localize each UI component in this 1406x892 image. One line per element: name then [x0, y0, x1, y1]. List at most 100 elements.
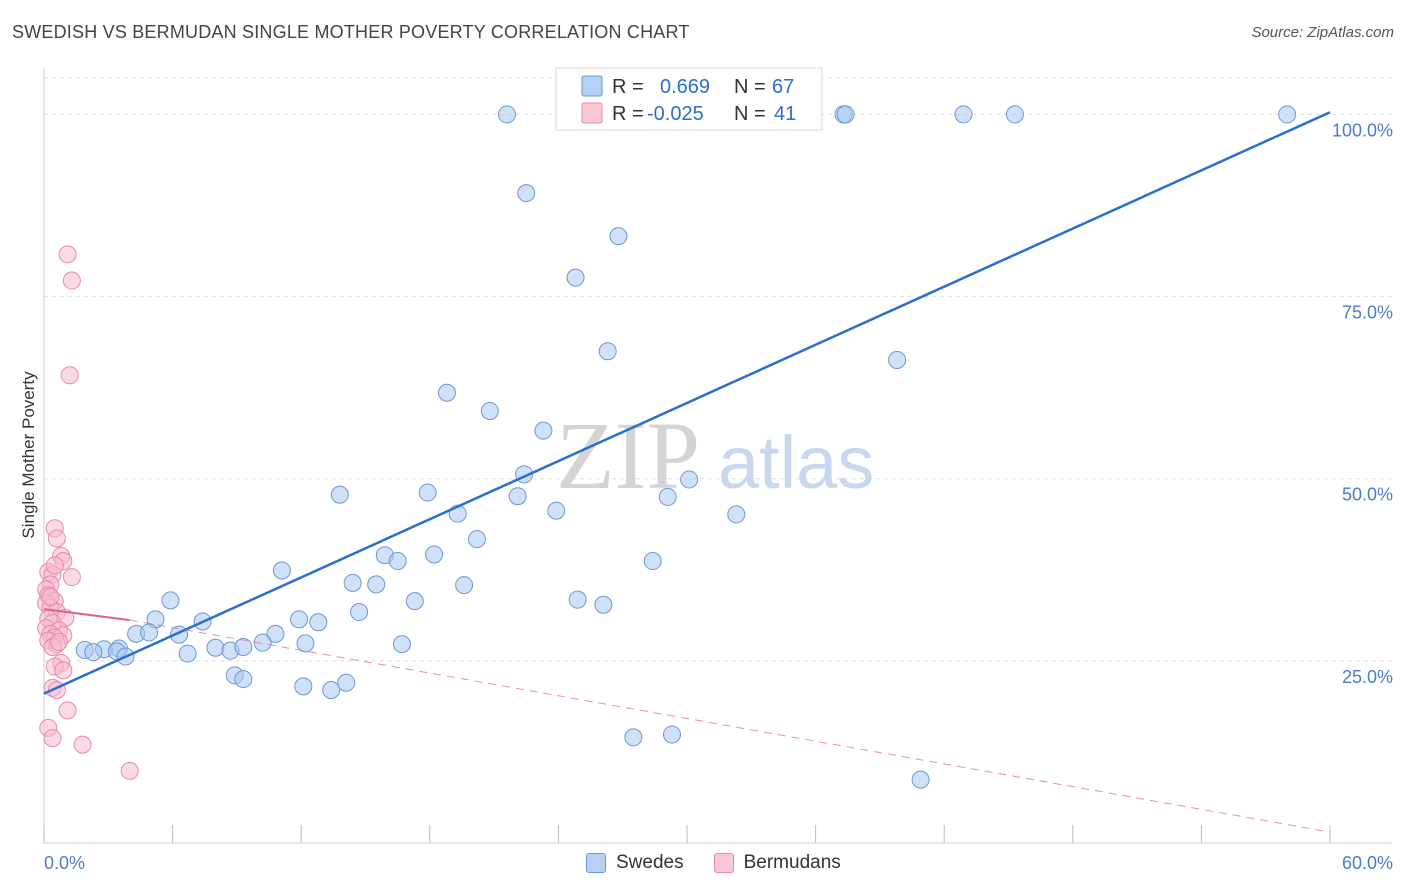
y-tick-label: 25.0% — [1342, 667, 1393, 687]
chart-title: SWEDISH VS BERMUDAN SINGLE MOTHER POVERT… — [12, 22, 690, 42]
swedes-point — [330, 485, 349, 504]
y-tick-label: 100.0% — [1332, 120, 1393, 140]
legend-item-bermudans: Bermudans — [713, 852, 841, 874]
bermudans-point — [43, 729, 62, 748]
bermudans-swatch — [713, 853, 734, 873]
bermudans-trend-line — [43, 608, 130, 622]
swedes-point — [954, 105, 973, 124]
stats-legend: R = 0.669 N = 67 R = -0.025 N = 41 — [555, 67, 823, 131]
swedes-point — [418, 483, 437, 502]
swedes-point — [234, 670, 253, 689]
bermudans-r-value: -0.025 — [647, 103, 704, 125]
swedes-point — [140, 623, 159, 642]
y-tick-label: 50.0% — [1342, 485, 1393, 505]
swedes-legend-swatch — [581, 75, 603, 97]
swedes-point — [350, 603, 369, 622]
swedes-point — [367, 575, 386, 594]
swedes-point — [534, 421, 553, 440]
swedes-point — [266, 624, 285, 643]
bermudans-point — [73, 735, 92, 754]
bermudans-point — [60, 366, 79, 385]
swedes-point — [206, 638, 225, 657]
swedes-point — [568, 590, 587, 609]
trend-lines — [43, 111, 1331, 833]
bermudans-point — [41, 587, 60, 606]
swedes-point — [643, 552, 662, 571]
y-tick-label: 75.0% — [1342, 303, 1393, 323]
swedes-point — [566, 268, 585, 287]
bermudans-point — [45, 556, 64, 575]
bermudans-point — [47, 529, 66, 548]
legend-item-swedes: Swedes — [586, 852, 684, 874]
y-axis-title: Single Mother Poverty — [19, 371, 38, 539]
swedes-point — [343, 573, 362, 592]
swedes-point — [161, 591, 180, 610]
watermark-zip: ZIP — [556, 402, 700, 509]
swedes-point — [455, 576, 474, 595]
swedes-point — [594, 595, 613, 614]
bermudans-point — [50, 632, 69, 651]
swedes-point — [658, 487, 677, 506]
swedes-point — [296, 634, 315, 653]
swedes-point — [405, 592, 424, 611]
bermudans-point — [58, 245, 77, 264]
bermudans-n-value: 41 — [774, 103, 796, 125]
swedes-point — [727, 505, 746, 524]
swedes-point — [253, 633, 272, 652]
swedes-point — [547, 501, 566, 520]
swedes-point — [425, 545, 444, 564]
bermudans-n-label: N = — [734, 103, 766, 125]
watermark-atlas: atlas — [718, 421, 874, 504]
swedes-point — [508, 487, 527, 506]
swedes-trend-line — [43, 111, 1331, 695]
swedes-point — [337, 673, 356, 692]
swedes-point — [467, 530, 486, 549]
swedes-point — [322, 681, 341, 699]
watermark: ZIP atlas — [556, 402, 874, 509]
swedes-point — [836, 105, 855, 124]
swedes-n-label: N = — [734, 76, 766, 98]
swedes-point — [272, 561, 291, 580]
tick-labels: 25.0% 50.0% 75.0% 100.0% 0.0% 60.0% — [44, 120, 1393, 873]
bermudans-point — [62, 568, 81, 587]
x-tick-label-min: 0.0% — [44, 853, 85, 873]
swedes-point — [178, 644, 197, 663]
swedes-point — [437, 383, 456, 402]
swedes-point — [497, 105, 516, 124]
x-tick-label-max: 60.0% — [1342, 853, 1393, 873]
swedes-point — [888, 350, 907, 369]
swedes-point — [1278, 105, 1297, 124]
grid-lines — [44, 77, 1392, 662]
swedes-point — [609, 227, 628, 246]
bermudans-trend-line-extrapolated — [129, 619, 1331, 833]
swedes-n-value: 67 — [772, 76, 794, 98]
data-points — [37, 105, 1297, 789]
legend-label-swedes: Swedes — [616, 852, 684, 873]
swedes-point — [234, 638, 253, 657]
swedes-point — [662, 725, 681, 744]
bermudans-point — [58, 701, 77, 720]
bermudans-point — [62, 271, 81, 290]
swedes-point — [517, 184, 536, 203]
swedes-point — [84, 643, 103, 662]
bermudans-point — [54, 661, 73, 680]
series-legend: Swedes Bermudans — [586, 852, 871, 874]
swedes-point — [392, 635, 411, 654]
axes — [43, 68, 1392, 844]
bermudans-legend-swatch — [581, 102, 603, 124]
swedes-point — [290, 610, 309, 629]
bermudans-point — [120, 761, 139, 780]
swedes-point — [680, 470, 699, 489]
swedes-point — [598, 342, 617, 361]
swedes-point — [388, 552, 407, 571]
swedes-r-value: 0.669 — [660, 76, 710, 98]
swedes-point — [911, 770, 930, 789]
swedes-point — [624, 728, 643, 747]
bermudans-r-label: R = — [612, 103, 644, 125]
swedes-point — [309, 613, 328, 632]
swedes-point — [294, 677, 313, 696]
legend-label-bermudans: Bermudans — [743, 852, 841, 873]
swedes-point — [1005, 105, 1024, 124]
swedes-point — [480, 401, 499, 420]
